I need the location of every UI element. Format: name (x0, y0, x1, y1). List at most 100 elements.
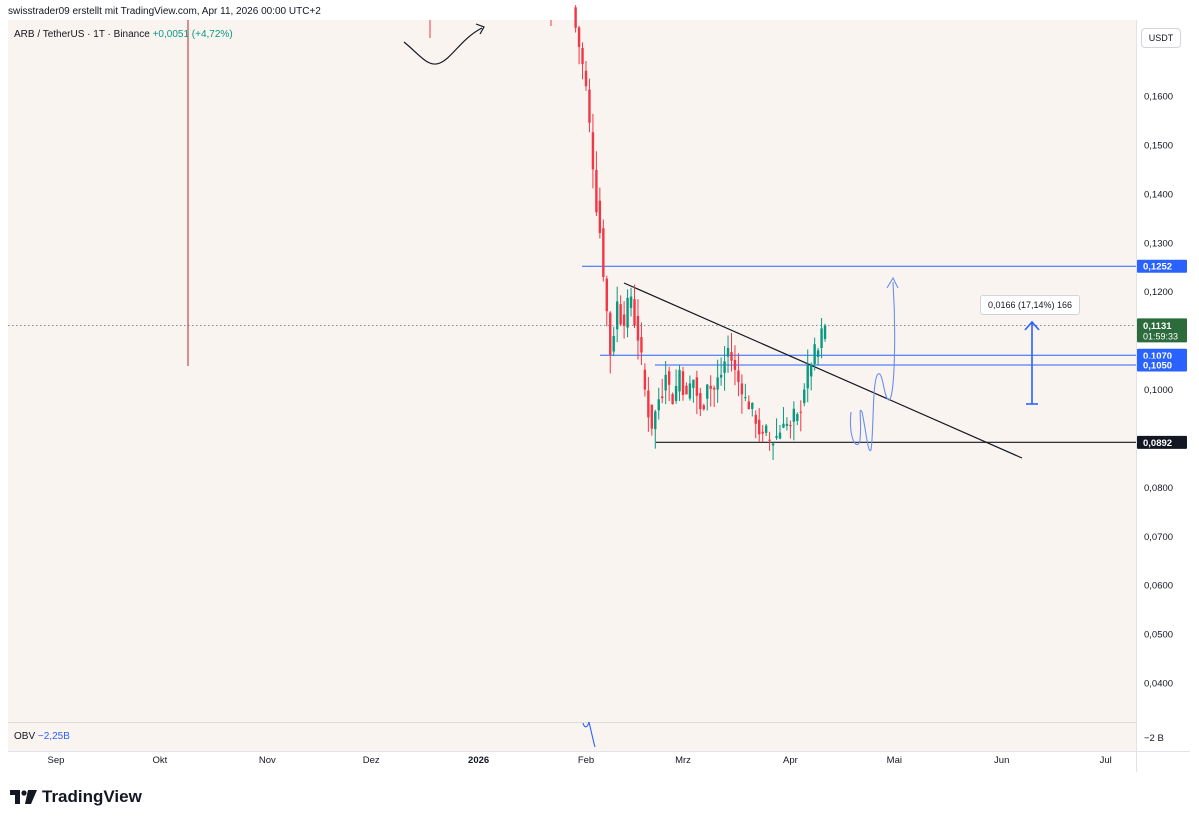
symbol-name[interactable]: ARB / TetherUS · 1T · Binance (14, 29, 150, 40)
candle-body (626, 297, 629, 328)
candle-body (816, 350, 820, 358)
candle-body (771, 443, 775, 446)
measure-arrow-head (1024, 320, 1040, 331)
measure-label: 0,0166 (17,14%) 166 (980, 295, 1081, 315)
obv-label[interactable]: OBV (14, 731, 36, 742)
candle-body (692, 379, 695, 388)
candle-body (657, 399, 660, 411)
price-tag-resistance-high-background (1137, 259, 1187, 273)
candle-body (671, 394, 674, 405)
candle-body (726, 347, 730, 357)
candle-body (758, 419, 761, 435)
x-tick-label: 2026 (468, 755, 489, 766)
candle-body (661, 396, 664, 399)
candle-body (737, 370, 740, 383)
current-price-badge (1137, 318, 1187, 343)
annotation-curve (403, 27, 483, 65)
candle-body (584, 70, 588, 87)
candle-body (629, 296, 633, 308)
candle-body (640, 337, 643, 353)
trend-line (623, 282, 1023, 459)
currency-button[interactable]: USDT (1141, 28, 1181, 48)
candle-body (602, 228, 605, 277)
annotation-curve-arrowhead (475, 23, 485, 35)
candle-body (664, 374, 667, 391)
candle-body (806, 364, 809, 389)
candle-body (792, 408, 796, 422)
candle-body (754, 414, 757, 424)
y-tick-label: 0,0700 (1144, 532, 1173, 543)
candle-body (598, 200, 602, 233)
obv-axis-label: −2 B (1144, 733, 1164, 744)
obv-legend: OBV −2,25B (14, 731, 70, 742)
candle-body (809, 365, 813, 377)
candle-body (605, 278, 608, 312)
price-tag-resistance-mid-background (1137, 348, 1187, 362)
tradingview-logo[interactable]: TradingView (10, 786, 142, 808)
candle-body (799, 411, 802, 413)
y-tick-label: 0,1000 (1144, 385, 1173, 396)
candle-body (654, 411, 657, 430)
candle-body (688, 383, 692, 399)
candle-body (577, 27, 581, 48)
candle-body (823, 325, 827, 340)
projection-arrowhead (886, 276, 899, 289)
chart-attribution: swisstrader09 erstellt mit TradingView.c… (8, 6, 321, 17)
current-price-tag: 0,1131 (1143, 321, 1172, 332)
x-tick-label: Apr (783, 755, 798, 766)
price-tag-support: 0,0892 (1143, 438, 1172, 449)
candle-body (633, 299, 636, 326)
candle-body (678, 369, 681, 392)
x-tick-label: Jun (994, 755, 1009, 766)
candle-body (803, 389, 806, 404)
candle-body (785, 423, 789, 426)
y-tick-label: 0,0800 (1144, 483, 1173, 494)
candle-body (820, 328, 823, 348)
candle-body (709, 385, 712, 389)
y-tick-label: 0,0500 (1144, 630, 1173, 641)
candle-body (813, 344, 816, 364)
obv-value: −2,25B (37, 731, 70, 742)
x-tick-label: Feb (578, 755, 594, 766)
candle-body (619, 304, 622, 325)
candle-body (588, 89, 591, 123)
obv-pane-background (8, 723, 1136, 751)
candle-body (764, 425, 768, 433)
candle-body (730, 352, 733, 361)
x-tick-label: Sep (48, 755, 65, 766)
candle-body (782, 423, 785, 428)
candle-body (647, 390, 650, 418)
y-tick-label: 0,1200 (1144, 287, 1173, 298)
price-tag-resistance-mid: 0,1070 (1143, 351, 1172, 362)
y-tick-label: 0,1500 (1144, 140, 1173, 151)
candle-body (712, 387, 716, 390)
x-tick-label: Jul (1100, 755, 1112, 766)
price-tag-support-background (1137, 435, 1187, 449)
candle-body (574, 7, 577, 28)
candle-body (650, 404, 654, 429)
candle-body (612, 336, 615, 352)
candle-body (796, 413, 799, 421)
brand-name: TradingView (42, 787, 142, 806)
candle-body (615, 301, 619, 330)
x-tick-label: Mrz (675, 755, 691, 766)
price-tag-resistance-low: 0,1050 (1143, 361, 1172, 372)
y-tick-label: 0,1300 (1144, 238, 1173, 249)
candle-body (591, 132, 595, 170)
candle-body (751, 402, 754, 409)
candle-body (636, 315, 640, 341)
y-tick-label: 0,1400 (1144, 189, 1173, 200)
symbol-legend: ARB / TetherUS · 1T · Binance +0,0051 (+… (14, 29, 233, 40)
obv-line (582, 721, 596, 748)
countdown-tag: 01:59:33 (1143, 331, 1178, 341)
price-change: +0,0051 (+4,72%) (152, 29, 233, 40)
candle-body (747, 401, 751, 410)
candle-body (609, 312, 612, 356)
candle-body (581, 47, 584, 65)
y-tick-label: 0,1600 (1144, 92, 1173, 103)
candle-body (595, 169, 598, 213)
candle-body (768, 439, 771, 441)
candle-body (702, 405, 705, 410)
candle-body (706, 384, 709, 399)
